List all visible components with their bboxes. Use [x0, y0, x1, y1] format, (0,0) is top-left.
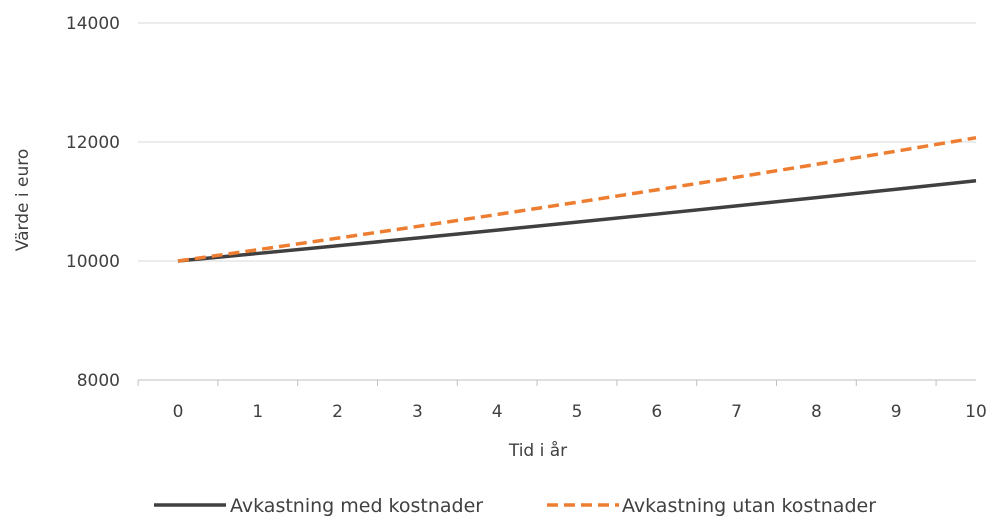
- y-tick-label: 14000: [66, 14, 120, 34]
- x-tick-label: 9: [891, 402, 902, 422]
- series-line-2: [177, 136, 977, 263]
- y-tick-label: 8000: [77, 371, 120, 391]
- x-tick-label: 6: [651, 402, 662, 422]
- x-tick-label: 0: [173, 402, 184, 422]
- x-tick-label: 10: [965, 402, 987, 422]
- legend-item: Avkastning med kostnader: [154, 495, 483, 517]
- x-tick-label: 7: [731, 402, 742, 422]
- x-tick-label: 4: [492, 402, 503, 422]
- legend-item: Avkastning utan kostnader: [547, 495, 876, 517]
- x-tick-label: 5: [572, 402, 583, 422]
- x-tick-label: 2: [332, 402, 343, 422]
- series-line-1: [177, 178, 977, 263]
- series-lines: [177, 136, 977, 263]
- y-tick-labels: 8000 10000 12000 14000: [66, 14, 120, 391]
- y-axis-title: Värde i euro: [13, 149, 33, 251]
- x-axis-title: Tid i år: [508, 440, 567, 461]
- x-tick-label: 8: [811, 402, 822, 422]
- x-axis: [137, 379, 976, 386]
- legend-label: Avkastning med kostnader: [230, 495, 483, 517]
- legend: Avkastning med kostnader Avkastning utan …: [154, 495, 876, 517]
- legend-label: Avkastning utan kostnader: [622, 495, 876, 517]
- x-tick-labels: 0 1 2 3 4 5 6 7 8 9 10: [173, 402, 987, 422]
- gridlines: [138, 22, 976, 262]
- y-tick-label: 10000: [66, 252, 120, 272]
- x-tick-label: 3: [412, 402, 423, 422]
- x-tick-label: 1: [252, 402, 263, 422]
- y-tick-label: 12000: [66, 133, 120, 153]
